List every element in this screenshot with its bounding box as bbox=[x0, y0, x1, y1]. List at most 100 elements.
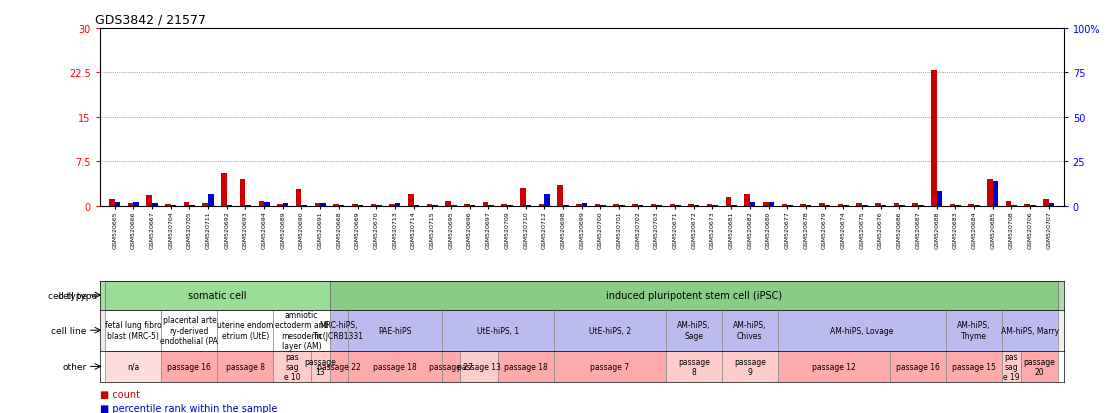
Bar bbox=[520, 189, 525, 206]
Bar bbox=[329, 281, 1058, 310]
Text: passage 7: passage 7 bbox=[591, 362, 629, 371]
Bar bbox=[258, 202, 264, 206]
Bar bbox=[239, 180, 246, 206]
Bar bbox=[208, 195, 214, 206]
Text: fetal lung fibro
blast (MRC-5): fetal lung fibro blast (MRC-5) bbox=[105, 321, 162, 340]
Bar bbox=[162, 310, 217, 351]
Text: passage 16: passage 16 bbox=[896, 362, 940, 371]
Bar bbox=[819, 204, 824, 206]
Bar bbox=[856, 204, 862, 206]
Text: n/a: n/a bbox=[127, 362, 140, 371]
Bar bbox=[114, 202, 121, 206]
Text: passage 18: passage 18 bbox=[373, 362, 417, 371]
Text: cell type: cell type bbox=[58, 291, 96, 300]
Bar bbox=[348, 351, 442, 382]
Bar bbox=[595, 204, 601, 206]
Bar bbox=[152, 204, 157, 206]
Bar bbox=[329, 310, 348, 351]
Bar bbox=[217, 310, 274, 351]
Bar bbox=[946, 310, 1002, 351]
Bar bbox=[311, 351, 329, 382]
Bar bbox=[931, 70, 936, 206]
Bar bbox=[1049, 204, 1055, 206]
Bar bbox=[105, 310, 162, 351]
Bar bbox=[334, 204, 339, 206]
Bar bbox=[1006, 202, 1012, 206]
Bar bbox=[296, 190, 301, 206]
Bar bbox=[222, 174, 227, 206]
Text: passage
13: passage 13 bbox=[305, 357, 336, 376]
Bar bbox=[274, 351, 311, 382]
Bar bbox=[315, 204, 320, 206]
Bar bbox=[912, 204, 917, 206]
Bar bbox=[442, 310, 554, 351]
Text: ■ count: ■ count bbox=[100, 389, 140, 399]
Bar bbox=[320, 204, 326, 206]
Bar bbox=[348, 310, 442, 351]
Text: passage 13: passage 13 bbox=[456, 362, 501, 371]
Bar bbox=[946, 351, 1002, 382]
Bar bbox=[763, 203, 769, 206]
Bar bbox=[987, 180, 993, 206]
Bar bbox=[105, 281, 329, 310]
Bar bbox=[554, 351, 666, 382]
Bar bbox=[875, 204, 881, 206]
Bar bbox=[277, 204, 283, 206]
Text: placental arte
ry-derived
endothelial (PA: placental arte ry-derived endothelial (P… bbox=[161, 316, 218, 345]
Text: UtE-hiPS, 1: UtE-hiPS, 1 bbox=[476, 326, 519, 335]
Bar bbox=[445, 202, 451, 206]
Bar bbox=[1025, 204, 1030, 206]
Bar bbox=[394, 204, 400, 206]
Bar bbox=[189, 205, 195, 206]
Text: uterine endom
etrium (UtE): uterine endom etrium (UtE) bbox=[217, 321, 274, 340]
Text: PAE-hiPS: PAE-hiPS bbox=[378, 326, 411, 335]
Bar bbox=[408, 195, 413, 206]
Bar bbox=[838, 204, 843, 206]
Bar bbox=[750, 202, 756, 206]
Text: passage 12: passage 12 bbox=[812, 362, 855, 371]
Bar bbox=[203, 204, 208, 206]
Bar bbox=[890, 351, 946, 382]
Bar bbox=[283, 204, 288, 206]
Bar bbox=[483, 203, 489, 206]
Text: passage
8: passage 8 bbox=[678, 357, 710, 376]
Bar bbox=[614, 204, 619, 206]
Text: MRC-hiPS,
Tic(JCRB1331: MRC-hiPS, Tic(JCRB1331 bbox=[314, 321, 365, 340]
Bar bbox=[1043, 199, 1049, 206]
Text: cell line: cell line bbox=[51, 326, 86, 335]
Bar bbox=[162, 351, 217, 382]
Bar bbox=[633, 204, 638, 206]
Text: passage
20: passage 20 bbox=[1024, 357, 1055, 376]
Text: pas
sag
e 10: pas sag e 10 bbox=[284, 352, 300, 381]
Bar bbox=[1002, 310, 1058, 351]
Text: passage
9: passage 9 bbox=[733, 357, 766, 376]
Bar bbox=[721, 351, 778, 382]
Text: amniotic
ectoderm and
mesoderm
layer (AM): amniotic ectoderm and mesoderm layer (AM… bbox=[275, 310, 328, 351]
Bar bbox=[666, 351, 721, 382]
Text: somatic cell: somatic cell bbox=[188, 290, 247, 300]
Bar bbox=[707, 204, 712, 206]
Text: passage 22: passage 22 bbox=[317, 362, 361, 371]
Text: UtE-hiPS, 2: UtE-hiPS, 2 bbox=[588, 326, 630, 335]
Bar bbox=[370, 204, 377, 206]
Bar bbox=[993, 182, 998, 206]
Bar bbox=[109, 199, 114, 206]
Bar bbox=[778, 351, 890, 382]
Text: other: other bbox=[62, 362, 86, 371]
Bar bbox=[666, 310, 721, 351]
Bar bbox=[557, 186, 563, 206]
Bar bbox=[502, 204, 507, 206]
Bar bbox=[800, 204, 806, 206]
Bar bbox=[127, 204, 133, 206]
Bar bbox=[769, 203, 774, 206]
Bar bbox=[497, 351, 554, 382]
Bar bbox=[968, 204, 974, 206]
Bar bbox=[582, 204, 587, 206]
Bar bbox=[894, 204, 900, 206]
Text: ■ percentile rank within the sample: ■ percentile rank within the sample bbox=[100, 403, 277, 413]
Bar bbox=[264, 203, 269, 206]
Text: pas
sag
e 19: pas sag e 19 bbox=[1003, 352, 1019, 381]
Bar bbox=[538, 204, 544, 206]
Text: passage 16: passage 16 bbox=[167, 362, 212, 371]
Bar bbox=[781, 204, 787, 206]
